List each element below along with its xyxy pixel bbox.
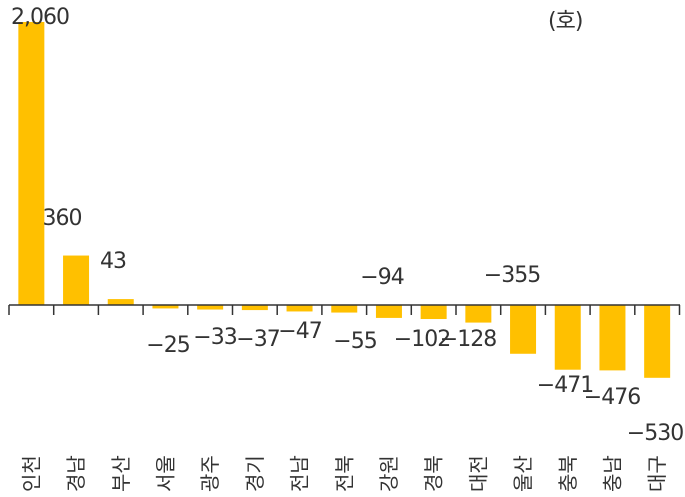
unit-label: (호)	[548, 9, 582, 34]
category-label: 경기	[243, 455, 267, 492]
bar-강원	[375, 305, 402, 318]
data-label: −355	[484, 263, 540, 288]
category-label: 충남	[600, 455, 624, 492]
data-label: −25	[146, 333, 189, 358]
bar-경기	[241, 305, 268, 311]
bar-광주	[197, 305, 224, 310]
data-label: −128	[440, 327, 496, 352]
category-label: 충북	[556, 455, 580, 492]
bar-부산	[107, 299, 134, 305]
data-label: 2,060	[11, 5, 69, 30]
bar-충북	[554, 305, 581, 370]
data-label: −33	[193, 325, 236, 350]
bar-울산	[510, 305, 537, 354]
data-label: −37	[236, 327, 279, 352]
data-label: −47	[278, 319, 321, 344]
bar-경북	[420, 305, 447, 320]
data-label: −102	[394, 327, 450, 352]
bar-대전	[465, 305, 492, 323]
bar-전북	[331, 305, 358, 313]
category-label: 전북	[332, 455, 356, 492]
category-label: 부산	[109, 455, 133, 492]
data-label: −55	[333, 329, 376, 354]
bar-서울	[152, 305, 179, 309]
category-label: 경남	[64, 455, 88, 492]
category-label: 서울	[153, 455, 177, 492]
bar-대구	[644, 305, 671, 378]
data-label: −476	[584, 385, 640, 410]
bar-충남	[599, 305, 626, 371]
category-label: 강원	[377, 455, 401, 492]
data-label: −471	[537, 373, 593, 398]
category-label: 인천	[19, 455, 43, 492]
category-label: 경북	[422, 455, 446, 492]
category-label: 울산	[511, 455, 535, 492]
data-label: −94	[360, 265, 403, 290]
category-label: 전남	[288, 455, 312, 492]
data-label: 360	[43, 206, 82, 231]
data-label: −530	[627, 421, 683, 446]
category-label: 대구	[645, 455, 669, 492]
category-label: 대전	[466, 455, 490, 492]
data-label: 43	[100, 249, 126, 274]
bar-경남	[63, 255, 90, 305]
bar-인천	[18, 22, 45, 305]
bar-전남	[286, 305, 313, 312]
category-label: 광주	[198, 455, 222, 492]
